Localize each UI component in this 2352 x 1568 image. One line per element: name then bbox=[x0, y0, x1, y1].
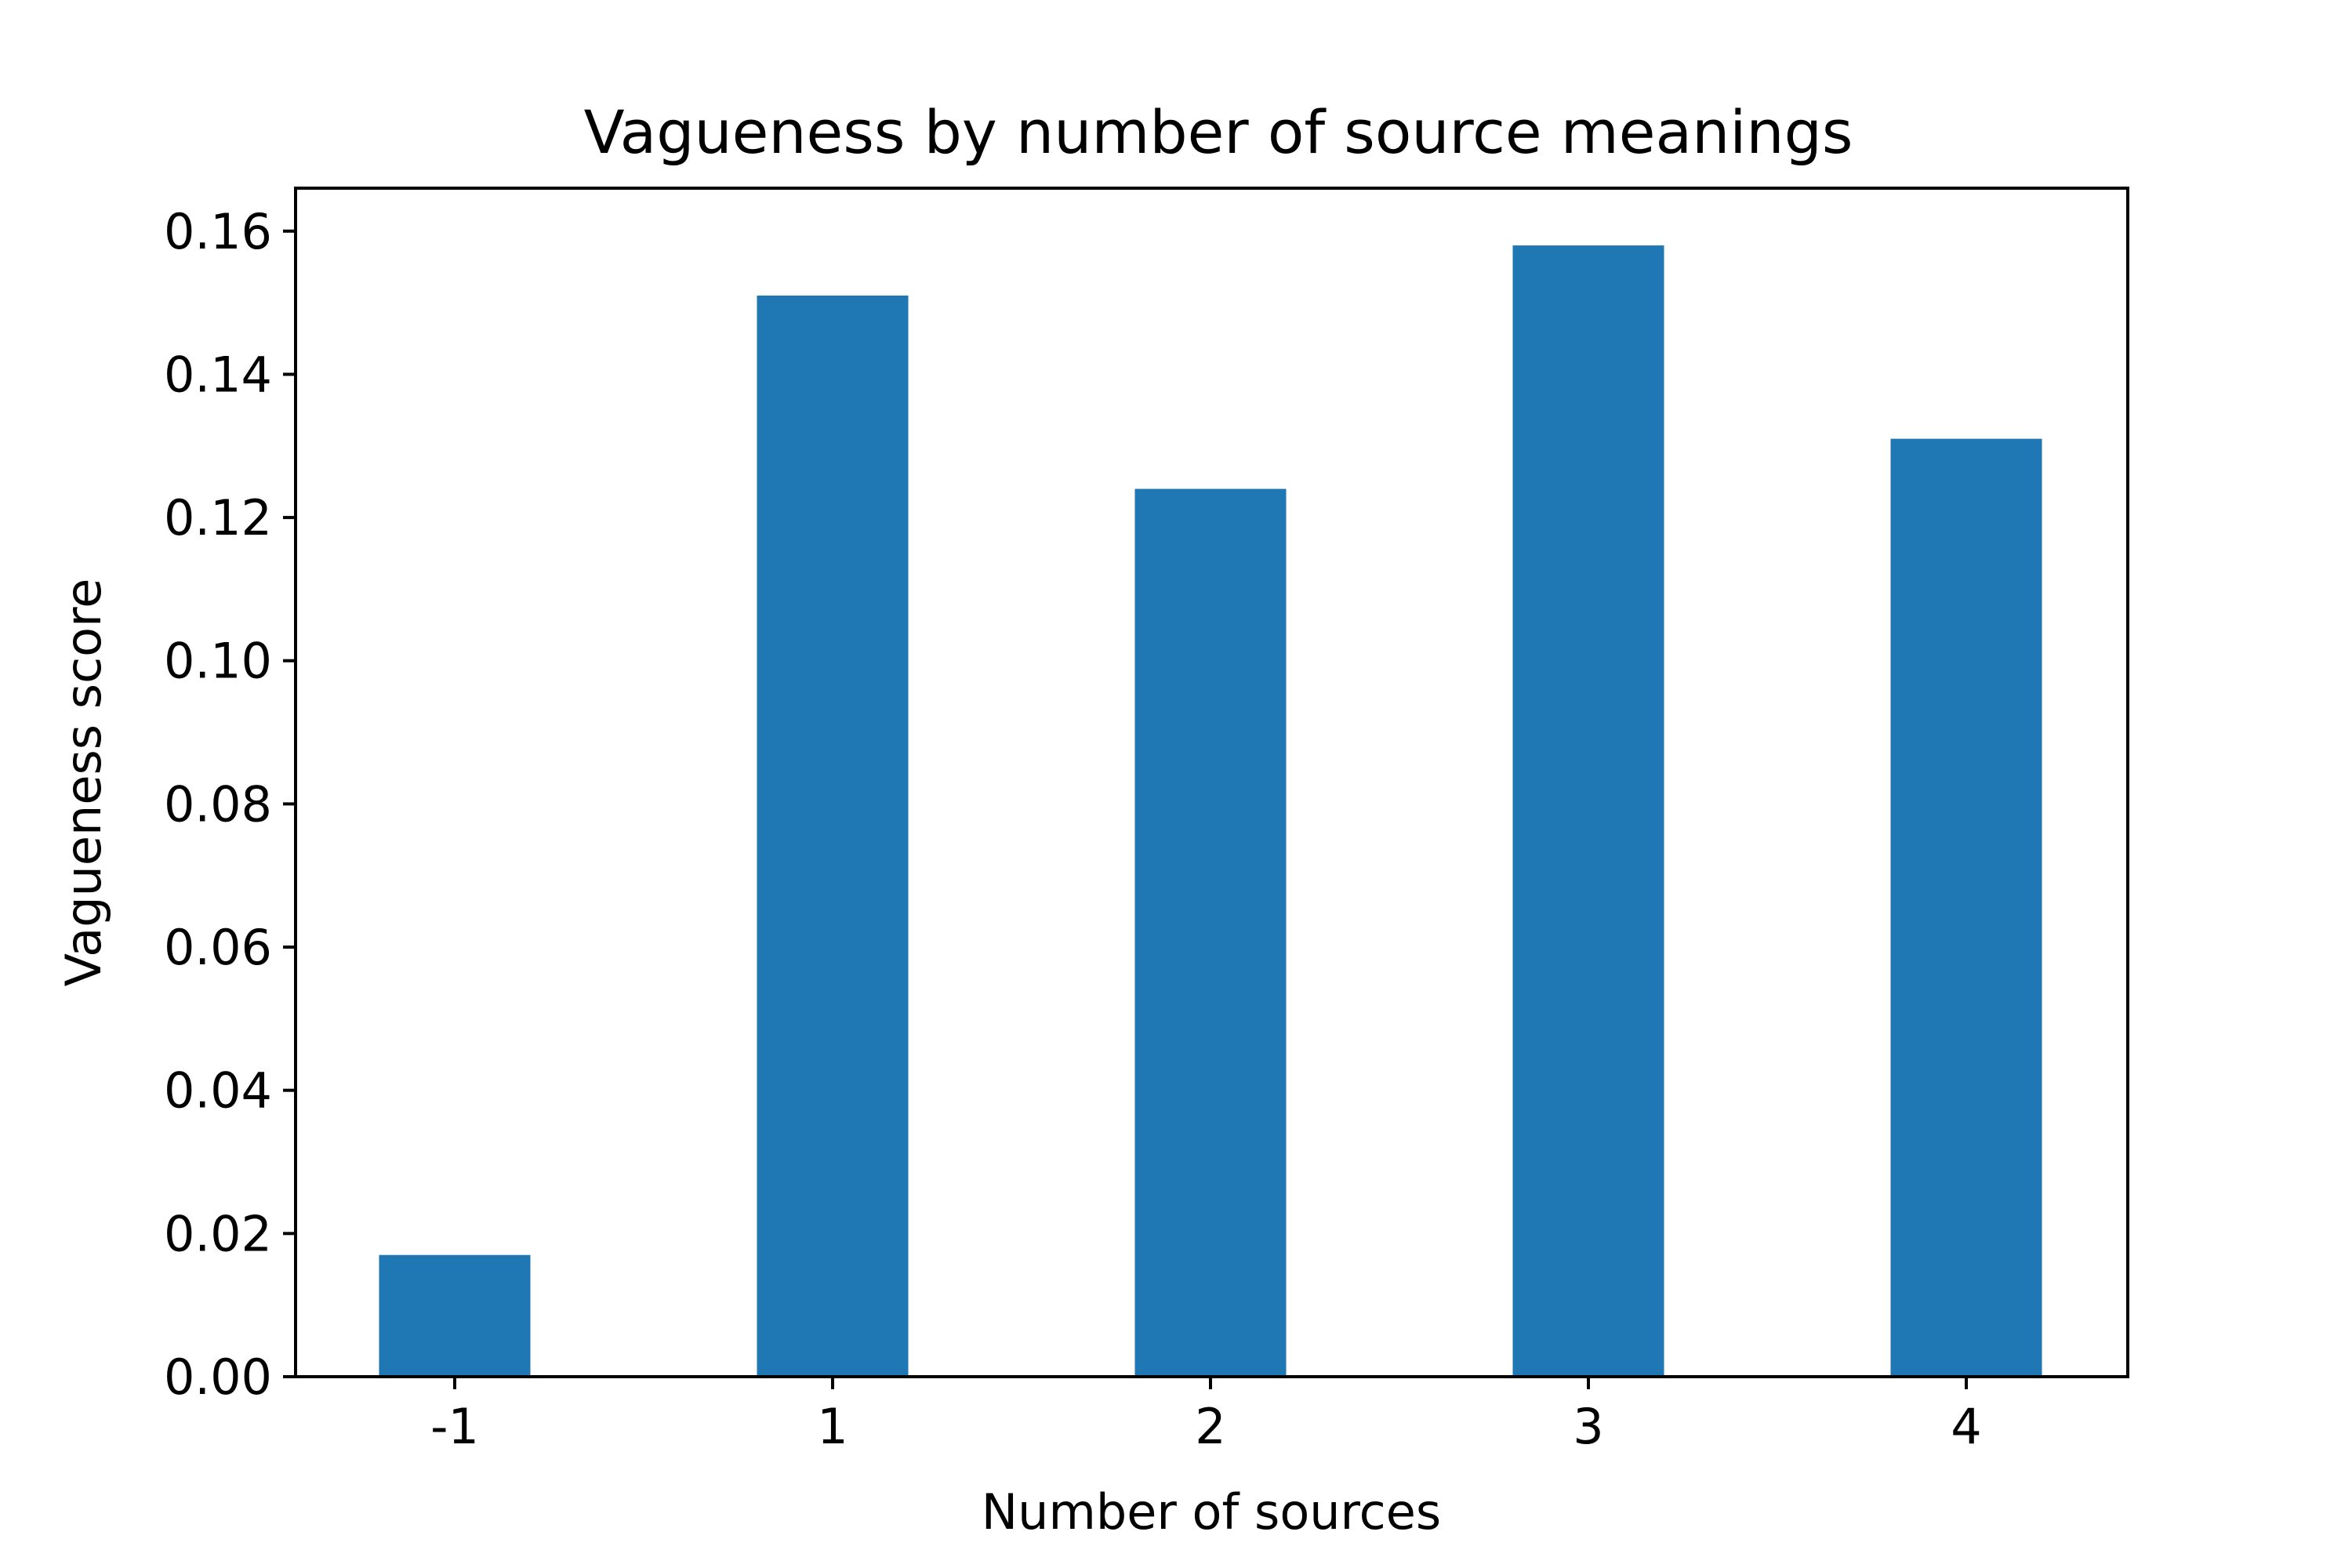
x-tick-label-1: 1 bbox=[817, 1398, 848, 1455]
x-axis-label: Number of sources bbox=[982, 1483, 1441, 1541]
y-axis-label: Vagueness score bbox=[55, 579, 112, 987]
y-tick-label-0.06: 0.06 bbox=[164, 919, 272, 976]
bar--1 bbox=[379, 1254, 531, 1377]
y-tick-label-0.04: 0.04 bbox=[164, 1062, 272, 1120]
y-tick-label-0.00: 0.00 bbox=[164, 1348, 272, 1406]
y-tick-label-0.08: 0.08 bbox=[164, 775, 272, 833]
bar-4 bbox=[1890, 438, 2042, 1377]
x-tick-label--1: -1 bbox=[430, 1398, 479, 1455]
x-tick-label-4: 4 bbox=[1951, 1398, 1981, 1455]
bar-2 bbox=[1134, 488, 1287, 1377]
x-tick-label-2: 2 bbox=[1195, 1398, 1225, 1455]
bar-3 bbox=[1512, 245, 1664, 1377]
bars-group bbox=[379, 245, 2042, 1377]
y-tick-label-0.10: 0.10 bbox=[164, 633, 272, 690]
y-axis: 0.00 0.02 0.04 0.06 0.08 0.10 0.12 0.14 0.16 bbox=[164, 203, 296, 1406]
y-tick-label-0.02: 0.02 bbox=[164, 1205, 272, 1262]
y-tick-label-0.12: 0.12 bbox=[164, 489, 272, 546]
y-tick-label-0.16: 0.16 bbox=[164, 203, 272, 260]
x-tick-label-3: 3 bbox=[1573, 1398, 1603, 1455]
bar-1 bbox=[757, 295, 909, 1377]
chart-title: Vagueness by number of source meanings bbox=[584, 97, 1853, 167]
x-axis: -1 1 2 3 4 bbox=[430, 1377, 1982, 1455]
y-tick-label-0.14: 0.14 bbox=[164, 346, 272, 403]
